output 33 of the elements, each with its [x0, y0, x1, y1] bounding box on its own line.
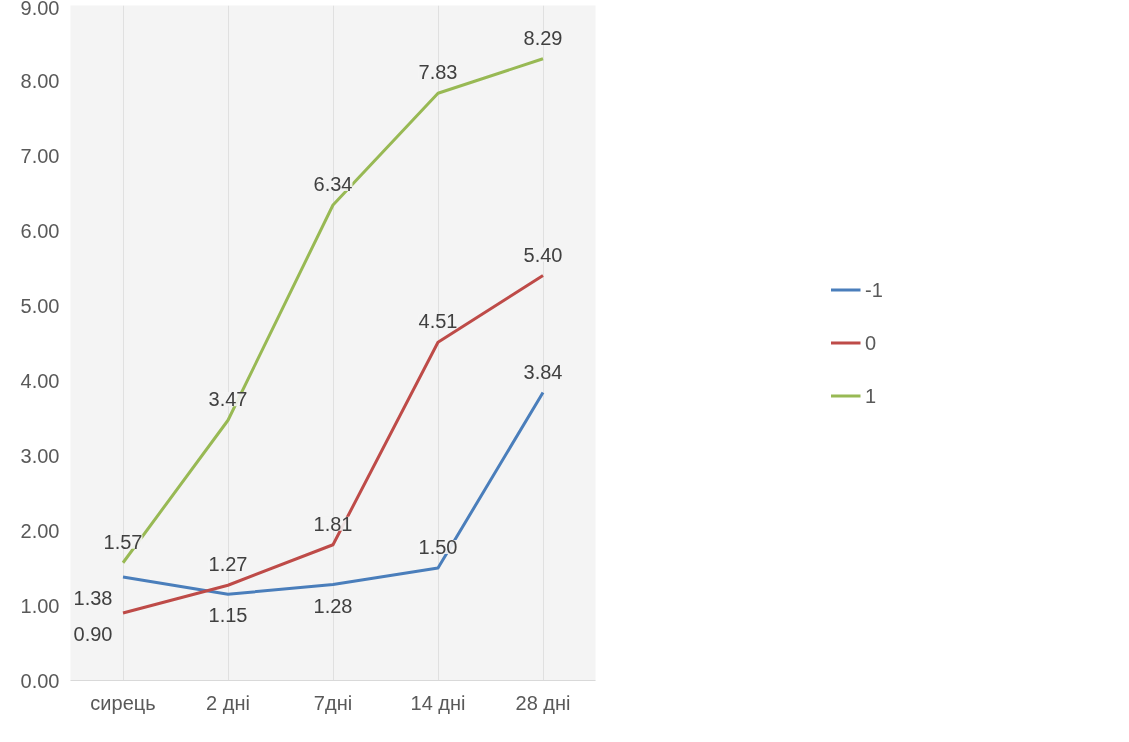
data-label: 8.29	[523, 26, 563, 49]
x-tick-label: сирець	[90, 691, 156, 714]
x-tick-label: 7дні	[313, 691, 353, 714]
data-label: 6.34	[313, 173, 353, 195]
y-tick-label: 5.00	[20, 294, 60, 317]
data-label: 0.90	[73, 623, 113, 645]
y-tick-label: 0.00	[20, 669, 60, 692]
data-label: 1.57	[103, 530, 143, 553]
y-tick-label: 4.00	[20, 369, 60, 392]
data-label: 5.40	[523, 243, 563, 266]
data-label: 1.27	[208, 553, 248, 576]
y-tick-label: 2.00	[20, 519, 60, 542]
y-tick-label: 6.00	[20, 219, 60, 242]
data-label: 7.83	[418, 61, 458, 84]
data-label: 1.15	[208, 604, 248, 627]
y-tick-label: 1.00	[20, 594, 60, 617]
data-label: 1.81	[313, 512, 353, 535]
data-label: 1.28	[313, 594, 353, 617]
data-label: 1.38	[73, 587, 113, 609]
data-label: 4.51	[418, 310, 458, 333]
y-tick-label: 7.00	[20, 144, 60, 167]
data-label: 3.47	[208, 388, 248, 411]
data-label: 1.50	[418, 536, 458, 558]
y-tick-label: 9.00	[20, 0, 60, 19]
data-label: 3.84	[523, 360, 563, 383]
legend-label: 0	[865, 331, 878, 354]
x-tick-label: 2 дні	[206, 691, 250, 714]
legend-label: 1	[865, 384, 878, 407]
x-tick-label: 28 дні	[515, 691, 571, 714]
y-tick-label: 8.00	[20, 69, 60, 92]
x-tick-label: 14 дні	[410, 691, 466, 714]
legend-label: -1	[865, 278, 884, 301]
y-tick-label: 3.00	[20, 444, 60, 467]
